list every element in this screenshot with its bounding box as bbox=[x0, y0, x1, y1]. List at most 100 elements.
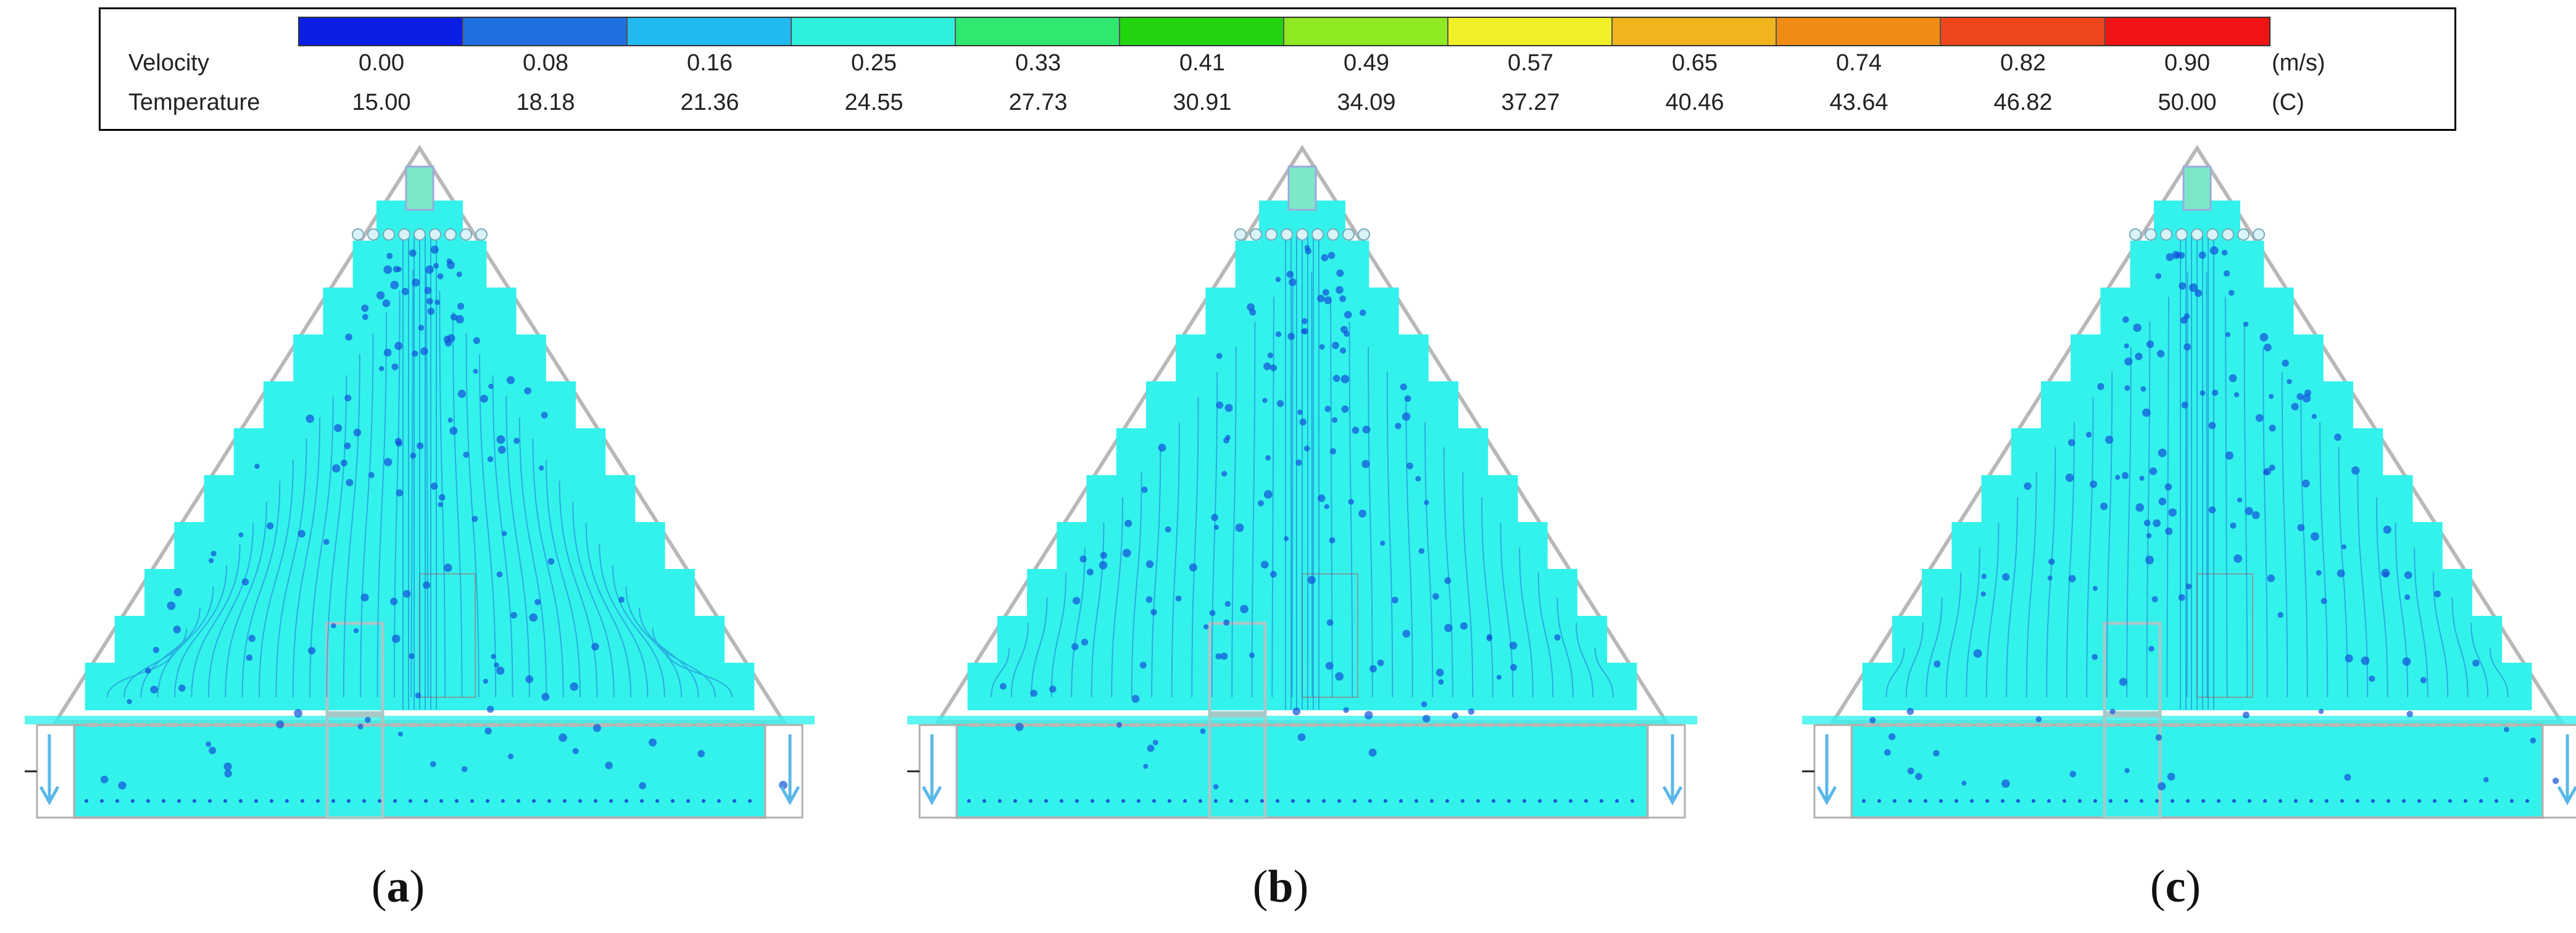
lower-room bbox=[73, 724, 767, 819]
vector-head bbox=[346, 479, 354, 486]
pyramid-velocity-field-b bbox=[907, 144, 1697, 819]
color-swatch-4 bbox=[792, 18, 956, 45]
vector-head bbox=[1364, 711, 1373, 719]
streamline bbox=[292, 417, 321, 698]
vector-head bbox=[1275, 331, 1282, 338]
vector-head bbox=[437, 273, 444, 280]
streamline bbox=[1291, 272, 1294, 698]
floor-vector bbox=[1584, 799, 1588, 803]
floor-vector bbox=[2495, 799, 2498, 803]
vector-head bbox=[332, 464, 341, 473]
vector-head bbox=[2245, 507, 2253, 515]
floor-vector bbox=[983, 799, 986, 803]
vector-head bbox=[2230, 522, 2237, 529]
streamline bbox=[309, 396, 334, 698]
vector-head bbox=[2048, 558, 2055, 565]
streamline bbox=[1251, 321, 1256, 698]
vector-head bbox=[1307, 576, 1316, 584]
color-scale-bar bbox=[298, 17, 2271, 46]
vector-head bbox=[1325, 661, 1334, 670]
vector-head bbox=[501, 531, 507, 536]
floor-vector bbox=[85, 799, 88, 803]
vector-head bbox=[2229, 374, 2237, 383]
vector-head bbox=[427, 307, 435, 315]
vector-head bbox=[438, 494, 446, 501]
vent-swirl bbox=[1327, 228, 1339, 241]
vector-head bbox=[331, 623, 336, 629]
floor-vector bbox=[1569, 799, 1573, 803]
color-swatch-1 bbox=[299, 18, 463, 45]
vector-head bbox=[455, 315, 464, 324]
vector-head bbox=[2251, 511, 2260, 520]
vector-head bbox=[1200, 728, 1206, 734]
vector-head bbox=[1257, 500, 1264, 507]
floor-vector bbox=[625, 799, 628, 803]
side-wall-left bbox=[1813, 724, 1853, 819]
floor-vector bbox=[131, 799, 135, 803]
vector-head bbox=[2297, 524, 2305, 532]
velocity-unit: (m/s) bbox=[2272, 50, 2325, 76]
vector-head bbox=[1215, 653, 1222, 660]
vector-head bbox=[1049, 686, 1057, 693]
vector-heads bbox=[999, 245, 1561, 790]
streamline bbox=[1462, 472, 1474, 698]
vector-head bbox=[1224, 600, 1231, 607]
vector-head bbox=[2158, 497, 2167, 505]
eave-strip bbox=[1802, 716, 2576, 724]
vector-head bbox=[1225, 434, 1231, 441]
streamline bbox=[123, 628, 188, 698]
vector-head bbox=[2185, 583, 2192, 590]
vector-head bbox=[368, 471, 375, 478]
velocity-tick: 0.41 bbox=[1179, 50, 1225, 76]
color-swatch-5 bbox=[956, 18, 1120, 45]
vector-head bbox=[2237, 497, 2243, 503]
streamline bbox=[625, 586, 683, 698]
vector-head bbox=[386, 252, 393, 259]
vector-head bbox=[2383, 525, 2391, 534]
color-legend: Velocity Temperature 0.00 0.08 0.16 0.25 0.3… bbox=[99, 7, 2456, 131]
vector-head bbox=[173, 625, 181, 634]
floor-vector bbox=[1399, 799, 1403, 803]
pyramid-velocity-field-c bbox=[1802, 144, 2576, 819]
streamline bbox=[2066, 422, 2075, 698]
vector-head bbox=[1297, 733, 1306, 742]
vector-head bbox=[2140, 386, 2146, 392]
exhaust-arrow bbox=[2557, 734, 2576, 806]
vector-head bbox=[1147, 744, 1155, 752]
vector-head bbox=[1380, 541, 1386, 546]
streamline bbox=[1311, 272, 1313, 698]
vector-head bbox=[2296, 392, 2304, 400]
floor-vector bbox=[1476, 799, 1480, 803]
vector-head bbox=[1415, 476, 1421, 482]
vector-head bbox=[605, 761, 613, 769]
vector-head bbox=[1297, 409, 1303, 415]
vector-head bbox=[1961, 781, 1967, 786]
floor-vector bbox=[2217, 799, 2221, 803]
vector-head bbox=[423, 581, 431, 589]
streamline bbox=[1131, 472, 1142, 698]
vector-head bbox=[323, 539, 330, 545]
vector-head bbox=[1359, 309, 1366, 316]
vector-head bbox=[649, 738, 657, 747]
streamline bbox=[572, 502, 615, 698]
floor-vector bbox=[671, 799, 675, 803]
floor-vector bbox=[1091, 799, 1094, 803]
vent-swirl bbox=[367, 228, 380, 241]
vector-head bbox=[473, 368, 478, 374]
vector-head bbox=[2263, 468, 2271, 476]
vector-head bbox=[1329, 448, 1337, 455]
vector-head bbox=[1329, 537, 1336, 544]
vector-head bbox=[417, 442, 424, 450]
vector-head bbox=[1123, 549, 1131, 558]
vector-head bbox=[2337, 569, 2345, 578]
vent-swirl bbox=[1296, 228, 1308, 241]
vector-head bbox=[2002, 573, 2010, 581]
vector-head bbox=[144, 667, 151, 674]
floor-vector bbox=[1322, 799, 1326, 803]
vector-head bbox=[1391, 596, 1398, 603]
vector-head bbox=[2269, 464, 2275, 471]
vector-head bbox=[415, 692, 422, 699]
velocity-tick: 0.16 bbox=[687, 50, 733, 76]
vector-head bbox=[1145, 560, 1154, 568]
floor-vector bbox=[2309, 799, 2313, 803]
